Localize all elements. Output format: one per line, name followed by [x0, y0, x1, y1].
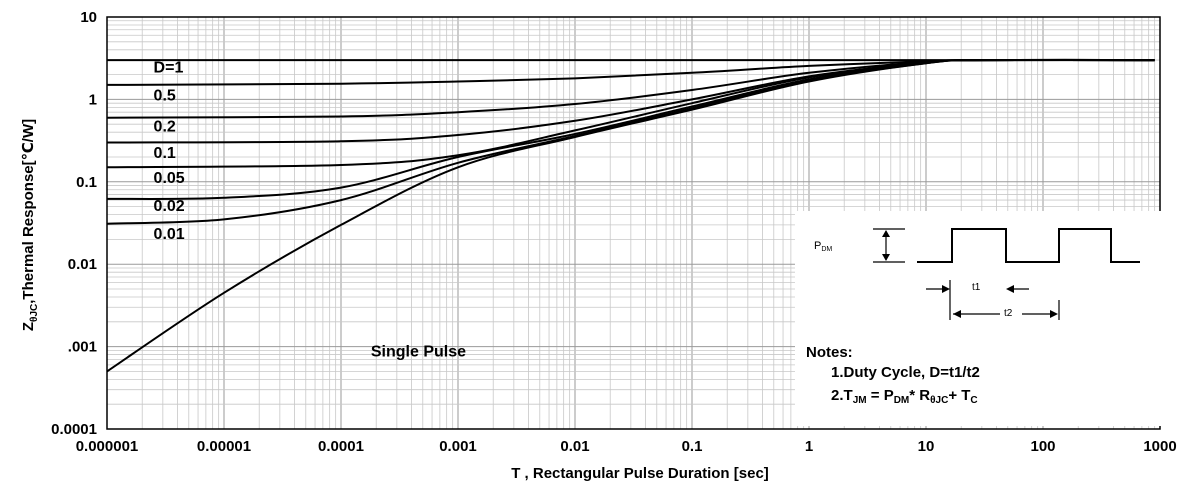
pdm-label: PDM	[814, 240, 832, 253]
y-axis-title-suffix: ,Thermal Response[℃/W]	[20, 119, 37, 304]
t2-label: t2	[1004, 308, 1013, 319]
t2-dimension	[953, 300, 1060, 320]
pdm-label-main: P	[814, 240, 821, 252]
note-tjm-formula: 2.TJM = PDM* RθJC+ TC	[831, 387, 978, 406]
x-tick-label: 100	[1030, 438, 1055, 455]
x-tick-label: 10	[918, 438, 935, 455]
x-tick-label: 0.1	[682, 438, 703, 455]
x-tick-label: 0.00001	[197, 438, 251, 455]
y-axis-ticks: 0.0001 .001 0.01 0.1 1 10	[51, 9, 97, 438]
pdm-label-sub: DM	[821, 246, 832, 253]
curve-label: D=1	[154, 60, 184, 77]
series-line	[106, 58, 1155, 373]
note-duty-cycle: 1.Duty Cycle, D=t1/t2	[831, 364, 980, 381]
curve-labels: D=1 0.5 0.2 0.1 0.05 0.02 0.01 Single Pulse	[154, 60, 467, 361]
y-axis-title-prefix: Z	[20, 322, 37, 331]
pulse-waveform	[917, 228, 1140, 263]
notes-title: Notes:	[806, 344, 853, 361]
note2-a: 2.T	[831, 387, 853, 404]
y-tick-label: 0.0001	[51, 421, 97, 438]
curve-label: Single Pulse	[371, 343, 466, 360]
curve-label: 0.02	[154, 198, 185, 215]
x-tick-label: 0.0001	[318, 438, 364, 455]
y-axis-title-sub: θJC	[29, 304, 40, 322]
notes-inset: PDM t1	[795, 211, 1162, 426]
curve-label: 0.01	[154, 226, 185, 243]
y-tick-label: 0.1	[76, 174, 97, 191]
inset-background	[795, 211, 1162, 426]
pdm-arrow	[873, 228, 905, 263]
y-axis-title: ZθJC,Thermal Response[℃/W]	[20, 119, 40, 331]
x-tick-label: 1000	[1143, 438, 1176, 455]
x-tick-label: 0.000001	[76, 438, 139, 455]
y-tick-label: .001	[68, 339, 97, 356]
note2-d-sub: C	[970, 395, 977, 406]
x-axis-title: T , Rectangular Pulse Duration [sec]	[511, 465, 769, 482]
y-tick-label: 0.01	[68, 256, 97, 273]
curve-label: 0.1	[154, 145, 176, 162]
t1-dimension	[926, 280, 1029, 320]
note2-c-sub: θJC	[930, 395, 948, 406]
curve-label: 0.2	[154, 119, 176, 136]
note2-d: + T	[948, 387, 970, 404]
x-tick-label: 1	[805, 438, 813, 455]
note2-b-sub: DM	[894, 395, 910, 406]
note2-a-sub: JM	[853, 395, 867, 406]
note2-c: * R	[909, 387, 930, 404]
y-tick-label: 10	[80, 9, 97, 26]
note2-b: = P	[867, 387, 894, 404]
curve-label: 0.05	[154, 170, 185, 187]
y-tick-label: 1	[89, 91, 97, 108]
x-tick-label: 0.01	[560, 438, 589, 455]
series-lines	[106, 58, 1155, 373]
x-tick-label: 0.001	[439, 438, 477, 455]
x-axis-ticks: 0.000001 0.00001 0.0001 0.001 0.01 0.1 1 10 100 1…	[76, 438, 1177, 455]
curve-label: 0.5	[154, 87, 176, 104]
t1-label: t1	[972, 282, 981, 293]
